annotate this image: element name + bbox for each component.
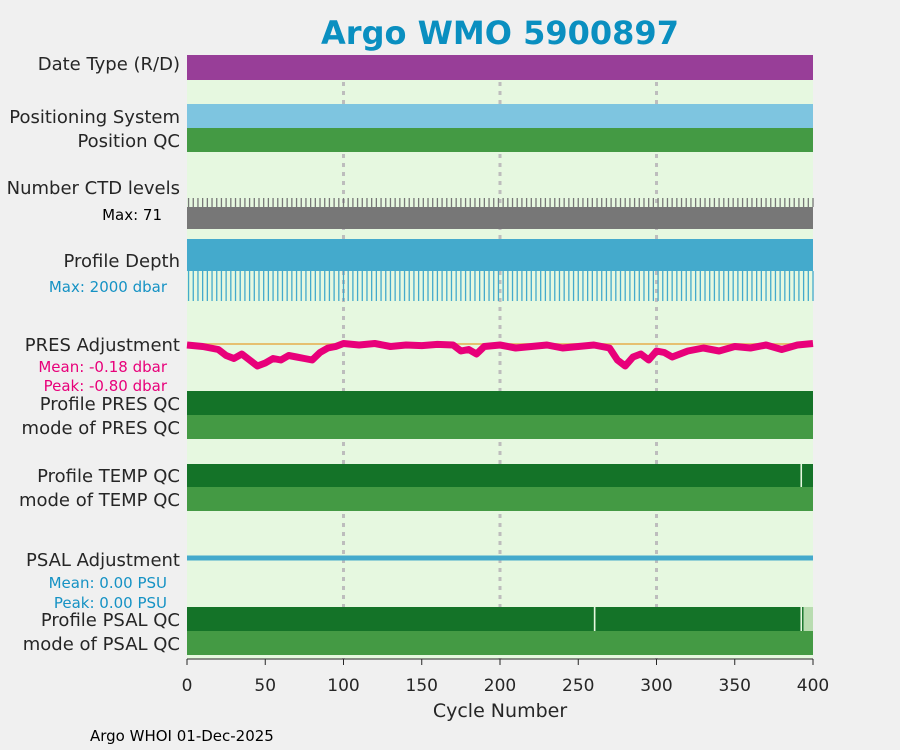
profile-temp-qc-bar-segment [802,464,813,487]
psal-mean-annotation: Mean: 0.00 PSU [49,574,167,592]
profile-psal-qc-bar-segment [595,607,801,631]
row-label-position-qc: Position QC [77,131,180,152]
gridlines [342,55,658,659]
ctd-levels-bar [187,207,813,229]
x-tick-label: 200 [484,676,516,696]
row-label-profile-temp-qc: Profile TEMP QC [37,466,180,487]
profile-psal-qc-bar-segment [803,607,813,631]
profile-depth-ticks [187,271,814,301]
profile-depth-bar [187,239,813,271]
profile-temp-qc-bar [187,464,813,487]
profile-psal-qc-bar-segment [187,607,594,631]
profile-pres-qc-bar [187,391,813,415]
pres-peak-annotation: Peak: -0.80 dbar [44,377,168,395]
row-label-ctd-levels: Number CTD levels [7,178,180,199]
mode-pres-qc-bar [187,415,813,439]
x-tick-label: 400 [797,676,829,696]
footer-credit: Argo WHOI 01-Dec-2025 [90,727,274,745]
depth-max-annotation: Max: 2000 dbar [49,278,168,296]
row-label-mode-psal-qc: mode of PSAL QC [23,634,180,655]
row-label-positioning-system: Positioning System [9,107,180,128]
ctd-max-annotation: Max: 71 [102,206,162,224]
x-tick-label: 50 [254,676,276,696]
profile-psal-qc-bar-segment [800,607,803,631]
x-axis-label: Cycle Number [433,700,567,722]
mode-psal-qc-bar [187,631,813,655]
row-label-profile-pres-qc: Profile PRES QC [40,394,180,415]
profile-psal-qc-bar-segment [802,607,804,631]
x-tick-label: 300 [640,676,672,696]
x-tick-label: 100 [327,676,359,696]
profile-psal-qc-bar [187,607,813,631]
row-label-psal-adjustment: PSAL Adjustment [26,550,180,571]
data-marks [186,55,814,655]
position-qc-bar [187,128,813,152]
data-type-bar [187,55,813,80]
row-label-mode-temp-qc: mode of TEMP QC [19,490,180,511]
x-tick-label: 0 [182,676,193,696]
row-label-profile-depth: Profile Depth [63,251,180,272]
x-tick-label: 350 [719,676,751,696]
x-tick-label: 150 [406,676,438,696]
row-label-profile-psal-qc: Profile PSAL QC [41,610,180,631]
profile-temp-qc-bar-segment [187,464,801,487]
profile-temp-qc-bar-segment [800,464,803,487]
chart-title: Argo WMO 5900897 [321,14,679,52]
row-label-data-type: Date Type (R/D) [38,54,180,75]
pres-adjustment-line [186,340,814,370]
x-tick-label: 250 [562,676,594,696]
profile-psal-qc-bar-segment [593,607,596,631]
row-label-mode-pres-qc: mode of PRES QC [22,418,180,439]
row-label-pres-adjustment: PRES Adjustment [25,335,180,356]
mode-temp-qc-bar [187,487,813,511]
pres-mean-annotation: Mean: -0.18 dbar [38,358,168,376]
positioning-system-bar [187,104,813,128]
ctd-level-ticks [187,198,814,207]
psal-peak-annotation: Peak: 0.00 PSU [54,594,167,612]
x-axis: 0 50 100 150 200 250 300 350 400 [182,658,829,696]
